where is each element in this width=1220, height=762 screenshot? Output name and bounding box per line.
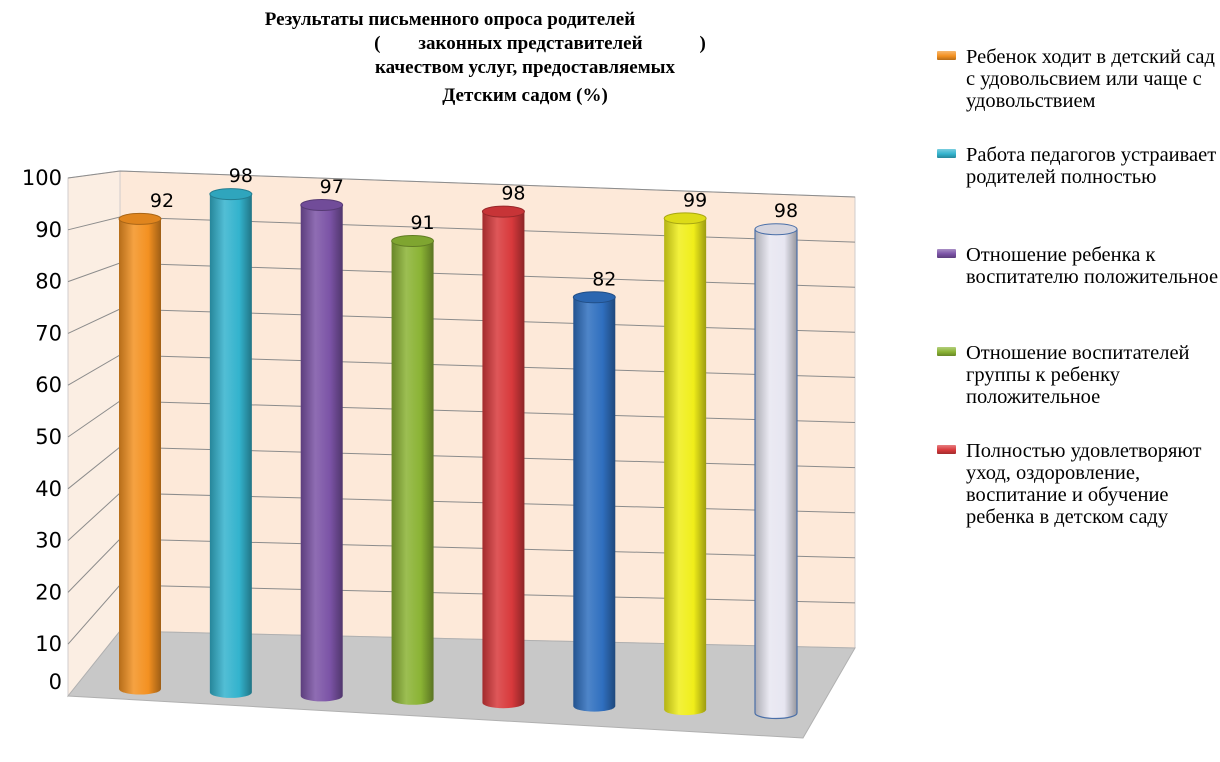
legend-swatch-4 <box>937 347 956 356</box>
y-tick-label: 80 <box>35 270 62 294</box>
chart-title-line-2: ( законных представителей ) <box>374 33 706 54</box>
y-tick-label: 60 <box>35 373 62 397</box>
y-tick-label: 50 <box>35 425 62 449</box>
bar-1 <box>119 218 161 695</box>
gridline <box>67 170 856 198</box>
legend-item-2: Работа педагогов устраивает родителей по… <box>935 144 1220 188</box>
bar-top-2 <box>209 188 253 201</box>
bar-top-1 <box>118 212 162 225</box>
y-tick-label: 100 <box>22 166 62 190</box>
legend-swatch-1 <box>937 51 956 60</box>
legend-item-5: Полностью удовлетворяют уход, оздоровлен… <box>935 440 1220 528</box>
legend-swatch-2 <box>937 149 956 158</box>
y-tick-label: 10 <box>35 632 62 656</box>
data-label-5: 98 <box>501 183 525 205</box>
chart-title-line-4: Детским садом (%) <box>442 85 608 106</box>
data-label-4: 91 <box>410 212 434 234</box>
bar-5 <box>482 211 525 709</box>
bar-top-5 <box>481 205 525 218</box>
bar-top-7 <box>663 212 707 225</box>
bar-3 <box>300 205 343 702</box>
legend-item-1: Ребенок ходит в детский сад с удовольсви… <box>935 46 1220 112</box>
bar-top-6 <box>572 291 616 304</box>
y-tick-label: 70 <box>35 321 62 345</box>
chart-title-line-3: качеством услуг, предоставляемых <box>375 57 675 78</box>
data-label-8: 98 <box>774 200 798 222</box>
bar-2 <box>209 194 252 698</box>
bar-top-3 <box>300 199 344 211</box>
data-label-2: 98 <box>229 165 253 187</box>
floor <box>67 630 856 739</box>
y-tick-label: 0 <box>49 670 62 694</box>
side-wall <box>67 170 121 698</box>
bar-4 <box>391 241 434 705</box>
bar-8 <box>754 228 798 720</box>
legend-swatch-3 <box>937 249 956 258</box>
chart-title-line-1: Результаты письменного опроса родителей <box>265 9 635 30</box>
data-labels: 92 98 97 91 98 82 99 98 <box>150 165 798 290</box>
y-tick-label: 40 <box>35 477 62 501</box>
legend: Ребенок ходит в детский сад с удовольсви… <box>935 46 1220 528</box>
bar-6 <box>573 297 616 712</box>
legend-item-3: Отношение ребенка к воспитателю положите… <box>935 244 1220 288</box>
data-label-3: 97 <box>320 176 344 198</box>
bar-top-8 <box>754 223 798 236</box>
bars <box>118 188 798 720</box>
data-label-7: 99 <box>683 189 707 211</box>
legend-label-2: Работа педагогов устраивает родителей по… <box>966 144 1217 188</box>
y-axis: 0 10 20 30 40 50 60 70 80 90 100 <box>22 166 62 694</box>
legend-label-1: Ребенок ходит в детский сад с удовольсви… <box>966 46 1215 112</box>
plot-area <box>67 170 856 739</box>
legend-label-4: Отношение воспитателей группы к ребенку … <box>966 342 1190 408</box>
legend-swatch-5 <box>937 445 956 454</box>
y-tick-label: 30 <box>35 529 62 553</box>
bar-top-4 <box>391 235 435 247</box>
y-tick-label: 20 <box>35 580 62 604</box>
data-label-1: 92 <box>150 190 174 212</box>
legend-label-3: Отношение ребенка к воспитателю положите… <box>966 244 1219 288</box>
bar-7 <box>664 218 707 716</box>
y-tick-label: 90 <box>35 218 62 242</box>
legend-item-4: Отношение воспитателей группы к ребенку … <box>935 342 1220 408</box>
legend-label-5: Полностью удовлетворяют уход, оздоровлен… <box>966 440 1202 528</box>
data-label-6: 82 <box>592 268 616 290</box>
